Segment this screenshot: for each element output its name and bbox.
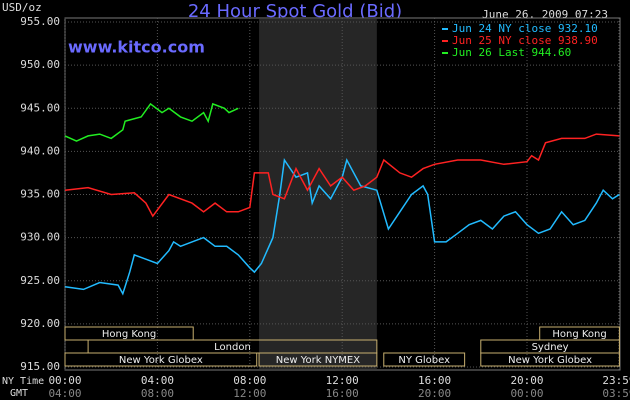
x-tick-label: 04:00 <box>141 374 174 387</box>
legend-label: Jun 24 NY close 932.10 <box>452 22 598 35</box>
x-tick-label: 23:59 <box>602 374 630 387</box>
session-label: Hong Kong <box>552 329 606 340</box>
x-row-label: NY Time <box>2 376 44 387</box>
series-line <box>64 102 239 142</box>
session-label: NY Globex <box>398 355 450 366</box>
y-tick-label: 915.00 <box>20 360 60 373</box>
x2-tick-label: 20:00 <box>418 387 451 400</box>
x-tick-label: 00:00 <box>48 374 81 387</box>
x-tick-label: 08:00 <box>233 374 266 387</box>
session-label: New York Globex <box>119 355 203 366</box>
x2-tick-label: 03:59 <box>602 387 630 400</box>
y-axis-label: USD/oz <box>2 1 42 14</box>
y-tick-label: 940.00 <box>20 144 60 157</box>
session-label: London <box>214 342 251 353</box>
y-tick-label: 920.00 <box>20 317 60 330</box>
y-tick-label: 950.00 <box>20 58 60 71</box>
x-tick-label: 20:00 <box>510 374 543 387</box>
session-box <box>383 352 466 367</box>
session-label: New York NYMEX <box>276 355 361 366</box>
session-box <box>258 352 378 367</box>
session-label: New York Globex <box>508 355 592 366</box>
y-tick-label: 935.00 <box>20 188 60 201</box>
x2-tick-label: 04:00 <box>48 387 81 400</box>
y-tick-label: 925.00 <box>20 274 60 287</box>
y-tick-label: 955.00 <box>20 15 60 28</box>
chart-title: 24 Hour Spot Gold (Bid) <box>188 1 402 22</box>
series-line <box>64 133 620 218</box>
session-box <box>64 352 258 367</box>
y-tick-label: 930.00 <box>20 231 60 244</box>
x-tick-label: 16:00 <box>418 374 451 387</box>
x2-tick-label: 08:00 <box>141 387 174 400</box>
series-line <box>64 157 620 296</box>
x2-tick-label: 12:00 <box>233 387 266 400</box>
legend-label: Jun 26 Last 944.60 <box>452 46 571 59</box>
session-label: Hong Kong <box>102 329 156 340</box>
session-label: Sydney <box>532 342 569 353</box>
x2-tick-label: 00:00 <box>510 387 543 400</box>
x-tick-label: 12:00 <box>326 374 359 387</box>
x2-row-label: GMT <box>10 388 28 399</box>
x2-tick-label: 16:00 <box>326 387 359 400</box>
legend-label: Jun 25 NY close 938.90 <box>452 34 598 47</box>
watermark: www.kitco.com <box>68 38 205 57</box>
session-box <box>480 352 620 367</box>
y-tick-label: 945.00 <box>20 101 60 114</box>
